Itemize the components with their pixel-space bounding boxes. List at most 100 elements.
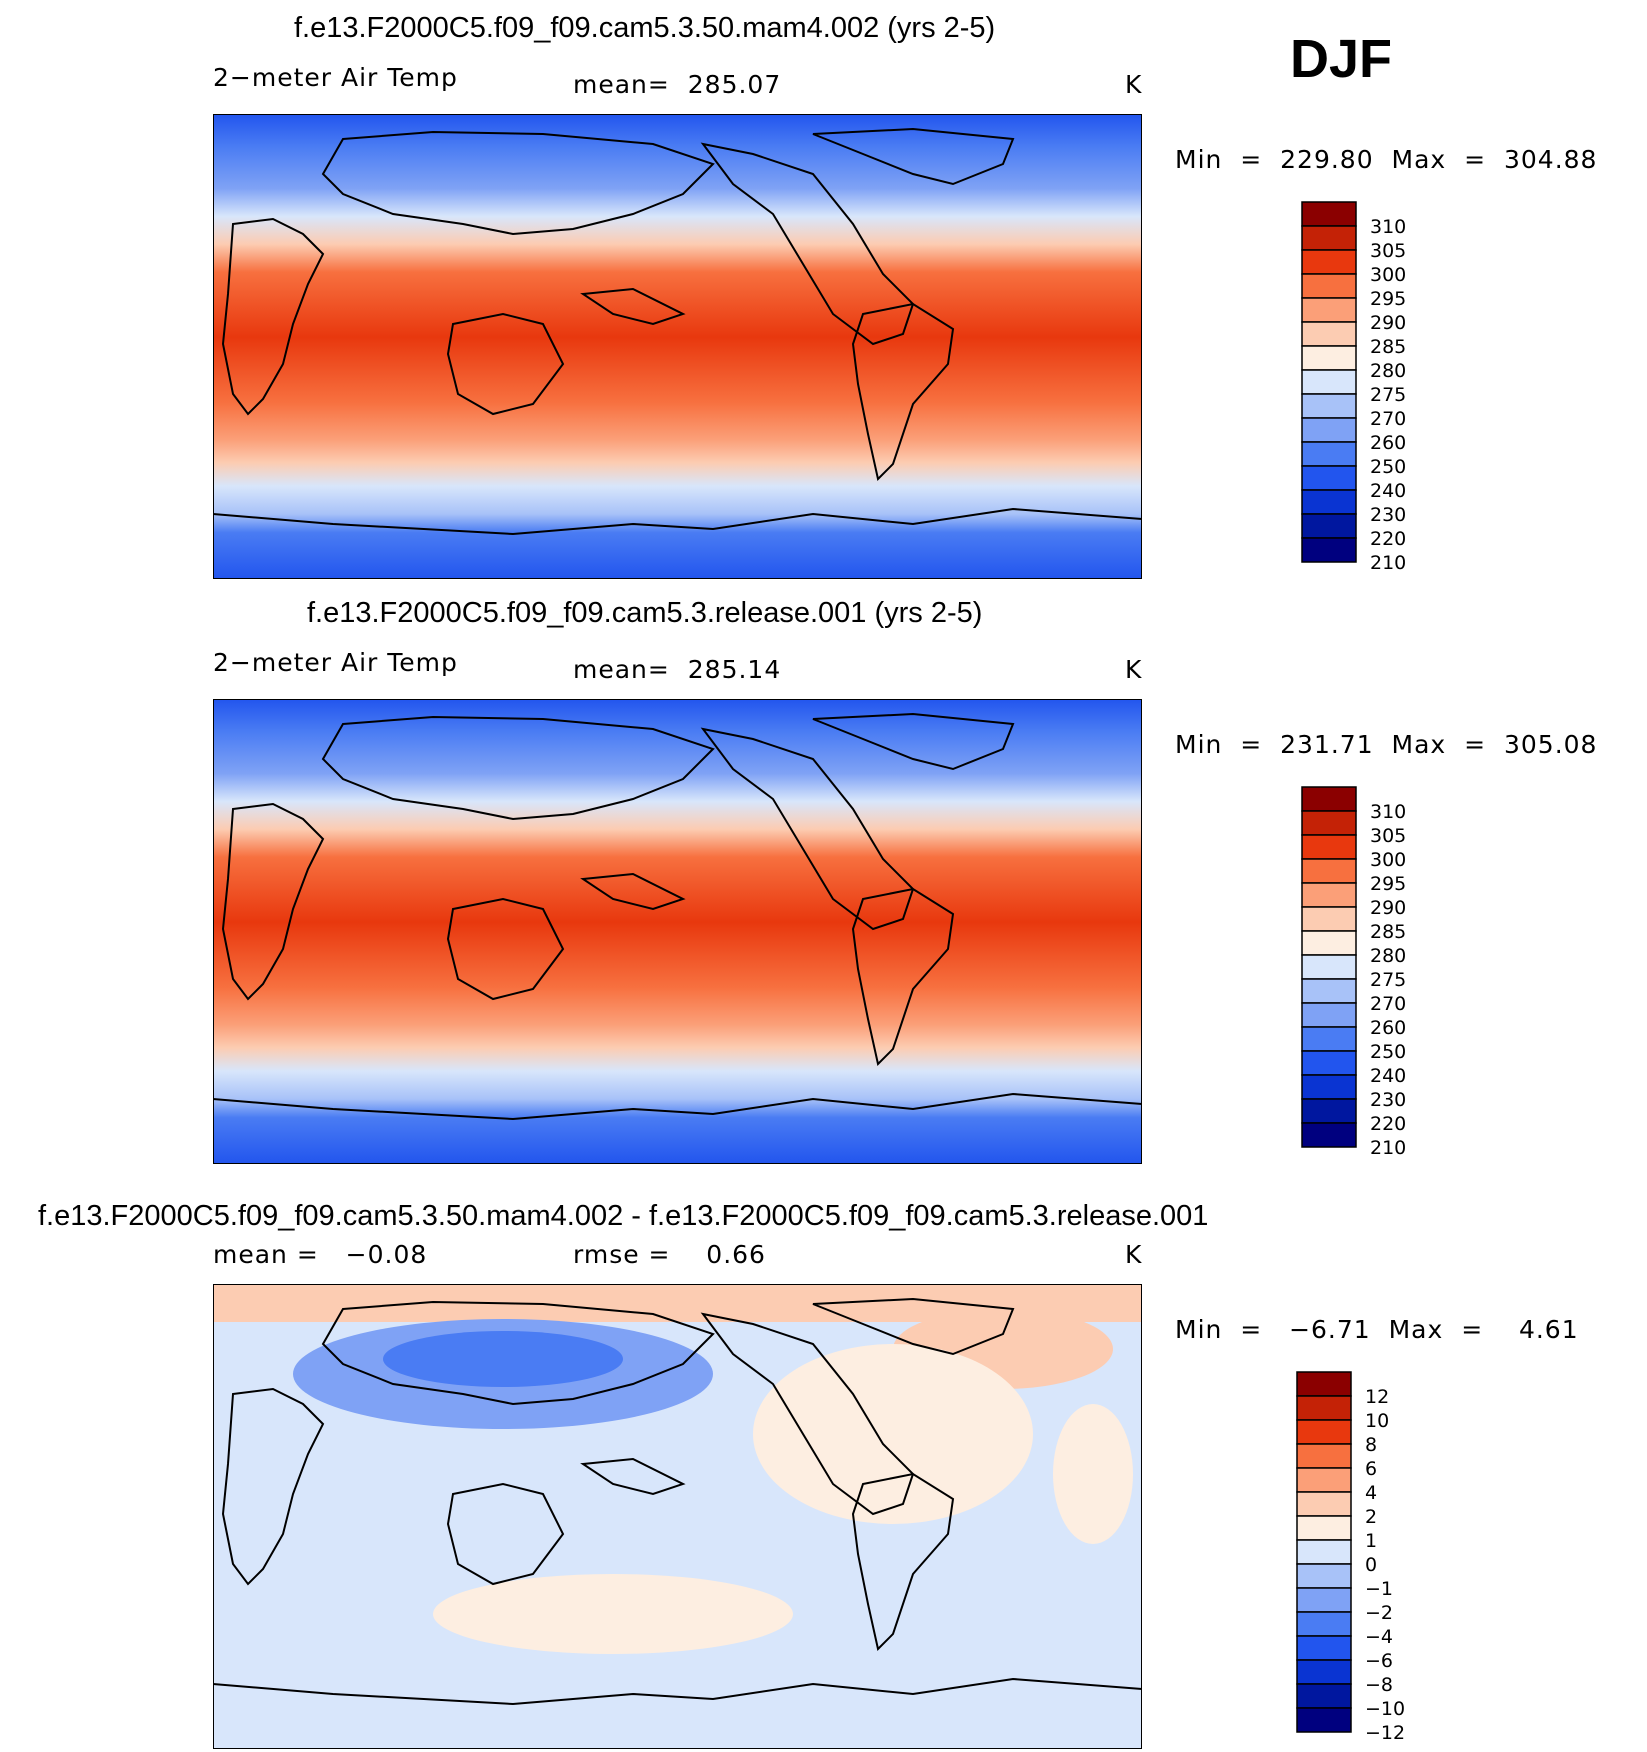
- panel3-colorbar-tick-label: −10: [1365, 1698, 1405, 1720]
- panel1-colorbar-tick-label: 285: [1370, 336, 1406, 358]
- panel2-colorbar-tick-label: 220: [1370, 1113, 1406, 1135]
- panel1-colorbar-tick-label: 210: [1370, 552, 1406, 574]
- panel2-colorbar-tick-label: 275: [1370, 969, 1406, 991]
- panel2-colorbar-tick-label: 250: [1370, 1041, 1406, 1063]
- panel1-colorbar-tick-label: 310: [1370, 216, 1406, 238]
- panel3-colorbar-tick-label: 6: [1365, 1458, 1377, 1480]
- panel2-colorbar-box: [1301, 978, 1357, 1004]
- panel2-colorbar-box: [1301, 930, 1357, 956]
- panel1-minmax: Min = 229.80 Max = 304.88: [1175, 145, 1598, 174]
- panel1-colorbar-box: [1301, 417, 1357, 443]
- panel2-colorbar-box: [1301, 1074, 1357, 1100]
- panel3-colorbar-box: [1296, 1491, 1352, 1517]
- panel1-colorbar-tick-label: 300: [1370, 264, 1406, 286]
- panel1-colorbar-tick-label: 295: [1370, 288, 1406, 310]
- panel1-colorbar-box: [1301, 321, 1357, 347]
- panel3-colorbar-box: [1296, 1395, 1352, 1421]
- panel2-colorbar-box: [1301, 1122, 1357, 1148]
- panel1-colorbar-box: [1301, 345, 1357, 371]
- panel2-colorbar-box: [1301, 1002, 1357, 1028]
- panel2-title: f.e13.F2000C5.f09_f09.cam5.3.release.001…: [307, 597, 983, 629]
- panel3-colorbar-tick-label: 12: [1365, 1386, 1389, 1408]
- panel3-colorbar-box: [1296, 1563, 1352, 1589]
- panel2-colorbar-swatches: [1301, 786, 1357, 1148]
- panel3-colorbar-tick-label: 2: [1365, 1506, 1377, 1528]
- panel2-colorbar-tick-label: 310: [1370, 801, 1406, 823]
- panel3-colorbar-box: [1296, 1515, 1352, 1541]
- panel1-colorbar-tick-label: 290: [1370, 312, 1406, 334]
- panel2-colorbar-tick-label: 305: [1370, 825, 1406, 847]
- panel1-colorbar-tick-label: 240: [1370, 480, 1406, 502]
- panel3-colorbar-tick-label: 0: [1365, 1554, 1377, 1576]
- panel2-mean: mean= 285.14: [573, 655, 782, 684]
- panel3-indian-warm: [433, 1574, 793, 1654]
- panel3-colorbar-box: [1296, 1683, 1352, 1709]
- panel3-colorbar-tick-label: −4: [1365, 1626, 1393, 1648]
- panel1-colorbar-box: [1301, 297, 1357, 323]
- panel3-colorbar-tick-label: 4: [1365, 1482, 1377, 1504]
- panel2-colorbar-tick-label: 230: [1370, 1089, 1406, 1111]
- panel2-colorbar-tick-label: 285: [1370, 921, 1406, 943]
- panel1-colorbar-tick-label: 260: [1370, 432, 1406, 454]
- panel1-colorbar-box: [1301, 537, 1357, 563]
- panel1-colorbar-tick-label: 270: [1370, 408, 1406, 430]
- panel3-colorbar-tick-label: 1: [1365, 1530, 1377, 1552]
- panel2-colorbar-box: [1301, 834, 1357, 860]
- panel3-minmax: Min = −6.71 Max = 4.61: [1175, 1315, 1579, 1344]
- panel2-colorbar-box: [1301, 786, 1357, 812]
- panel2-colorbar-ticks: 3103053002952902852802752702602502402302…: [1370, 801, 1406, 1159]
- panel1-colorbar-tick-label: 250: [1370, 456, 1406, 478]
- panel1-map: [213, 114, 1142, 579]
- panel2-coastlines: [213, 712, 1142, 1121]
- panel3-colorbar-tick-label: −6: [1365, 1650, 1393, 1672]
- panel2-colorbar-tick-label: 270: [1370, 993, 1406, 1015]
- panel2-colorbar-tick-label: 240: [1370, 1065, 1406, 1087]
- panel3-coastlines: [213, 1297, 1142, 1706]
- panel3-colorbar-box: [1296, 1587, 1352, 1613]
- panel2-field: [213, 699, 1142, 1164]
- panel2-variable: 2−meter Air Temp: [213, 648, 458, 677]
- panel3-colorbar-tick-label: −1: [1365, 1578, 1393, 1600]
- panel2-colorbar-tick-label: 210: [1370, 1137, 1406, 1159]
- panel1-colorbar-tick-label: 230: [1370, 504, 1406, 526]
- panel1-colorbar-box: [1301, 465, 1357, 491]
- panel3-colorbar-box: [1296, 1611, 1352, 1637]
- panel2-colorbar-box: [1301, 1050, 1357, 1076]
- panel1-colorbar-tick-label: 220: [1370, 528, 1406, 550]
- panel1-title: f.e13.F2000C5.f09_f09.cam5.3.50.mam4.002…: [294, 12, 996, 44]
- panel2-colorbar-box: [1301, 1098, 1357, 1124]
- panel3-colorbar-tick-label: −2: [1365, 1602, 1393, 1624]
- panel3-colorbar-box: [1296, 1371, 1352, 1397]
- panel1-variable: 2−meter Air Temp: [213, 63, 458, 92]
- panel3-colorbar-tick-label: 10: [1365, 1410, 1389, 1432]
- panel3-colorbar-box: [1296, 1419, 1352, 1445]
- panel1-colorbar-box: [1301, 249, 1357, 275]
- panel2-colorbar-tick-label: 300: [1370, 849, 1406, 871]
- panel3-colorbar-box: [1296, 1467, 1352, 1493]
- panel2-colorbar-box: [1301, 858, 1357, 884]
- panel3-colorbar-box: [1296, 1635, 1352, 1661]
- panel3-pacific-warm: [753, 1344, 1033, 1524]
- panel1-colorbar-box: [1301, 393, 1357, 419]
- panel1-colorbar-tick-label: 305: [1370, 240, 1406, 262]
- panel2-colorbar-tick-label: 260: [1370, 1017, 1406, 1039]
- panel2-colorbar-box: [1301, 810, 1357, 836]
- panel3-eurasia-cooler: [383, 1331, 623, 1387]
- panel1-colorbar-tick-label: 280: [1370, 360, 1406, 382]
- panel1-colorbar-tick-label: 275: [1370, 384, 1406, 406]
- panel1-colorbar-box: [1301, 513, 1357, 539]
- panel3-mean: mean = −0.08: [213, 1240, 428, 1269]
- panel3-atlantic-warm: [1053, 1404, 1133, 1544]
- panel3-map: [213, 1284, 1142, 1749]
- panel1-colorbar-ticks: 3103053002952902852802752702602502402302…: [1370, 216, 1406, 574]
- panel2-minmax: Min = 231.71 Max = 305.08: [1175, 730, 1598, 759]
- panel2-colorbar-tick-label: 290: [1370, 897, 1406, 919]
- panel1-colorbar-box: [1301, 201, 1357, 227]
- season-label: DJF: [1290, 29, 1393, 89]
- panel3-colorbar-box: [1296, 1707, 1352, 1733]
- panel3-rmse: rmse = 0.66: [573, 1240, 766, 1269]
- panel1-colorbar-box: [1301, 441, 1357, 467]
- panel1-units: K: [1125, 70, 1143, 99]
